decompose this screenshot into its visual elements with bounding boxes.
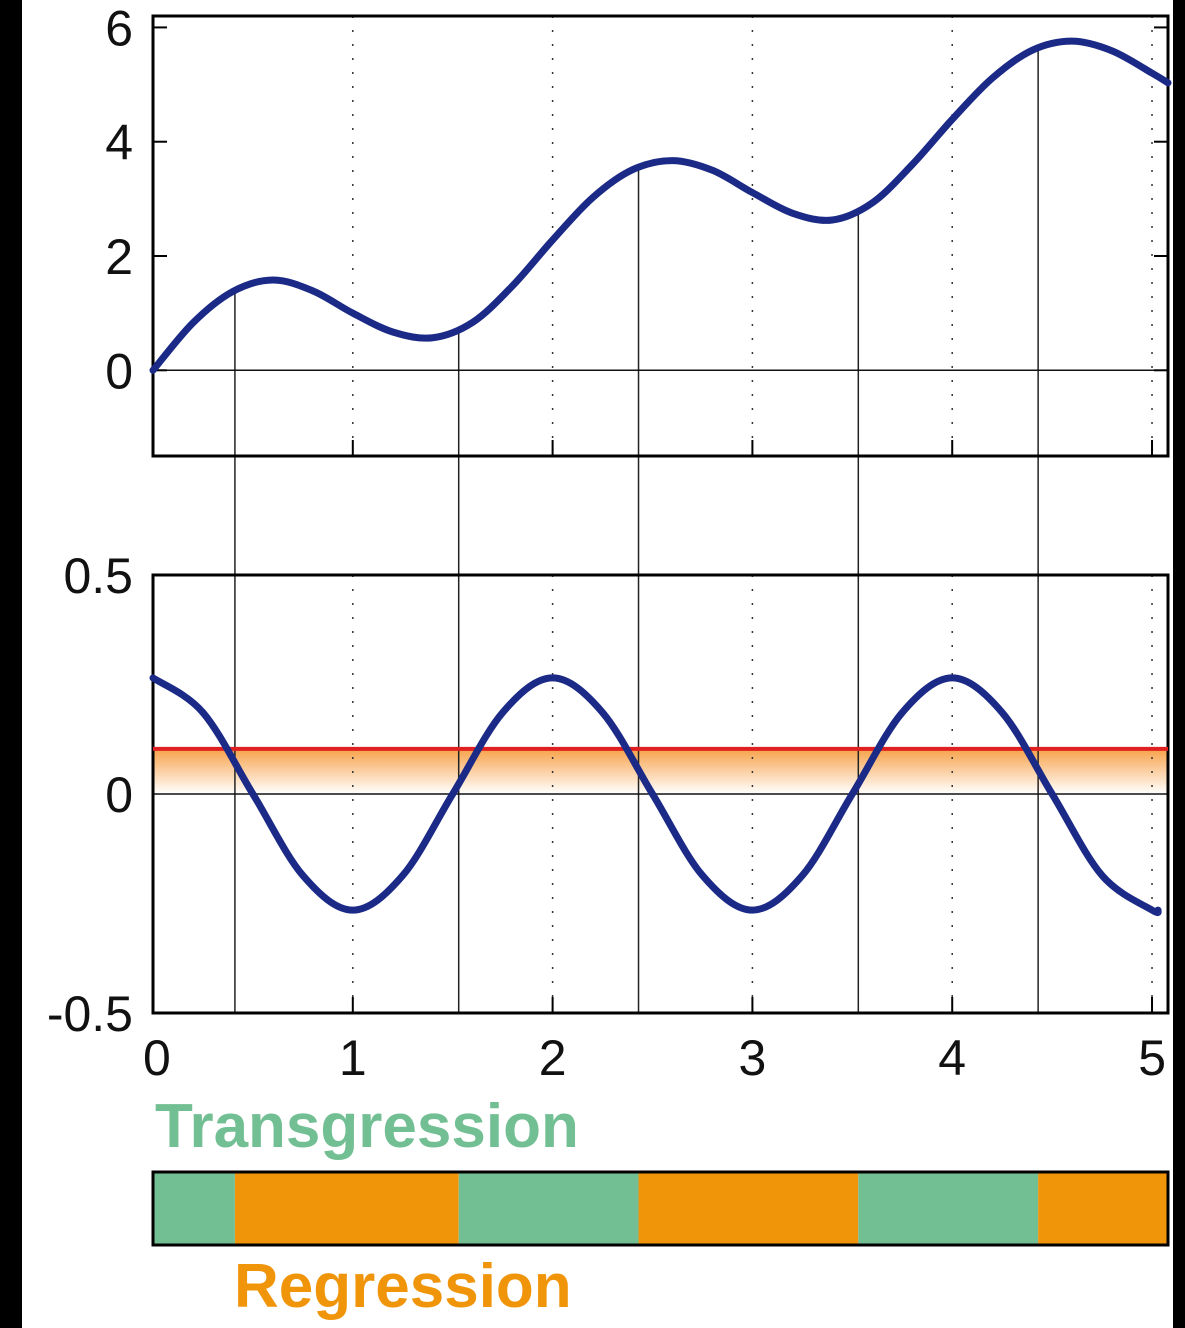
top-plot-frame bbox=[151, 14, 1170, 458]
threshold-band-layer bbox=[153, 748, 1168, 794]
rate-curve bbox=[149, 674, 1162, 917]
x-tick-label: 0 bbox=[143, 1030, 171, 1086]
axes-layer bbox=[151, 14, 1170, 1015]
figure-background bbox=[22, 0, 1173, 1328]
regression-segment bbox=[638, 1172, 859, 1245]
y-tick-label-bottom: 0 bbox=[105, 767, 133, 823]
y-tick-label-top: 0 bbox=[105, 343, 133, 399]
x-tick-label: 2 bbox=[539, 1030, 567, 1086]
y-tick-label-top: 4 bbox=[105, 115, 133, 171]
y-tick-label-bottom: -0.5 bbox=[47, 986, 133, 1042]
regression-segment bbox=[1038, 1172, 1168, 1245]
x-tick-label: 5 bbox=[1138, 1030, 1166, 1086]
y-tick-label-bottom: 0.5 bbox=[63, 548, 133, 604]
regression-segment bbox=[234, 1172, 459, 1245]
series-layer bbox=[149, 37, 1172, 917]
x-tick-label: 4 bbox=[938, 1030, 966, 1086]
transgression-label: Transgression bbox=[155, 1092, 579, 1161]
sea-level-curve bbox=[149, 37, 1172, 374]
y-tick-label-top: 6 bbox=[105, 0, 133, 56]
threshold-band bbox=[153, 748, 1168, 794]
y-tick-label-top: 2 bbox=[105, 229, 133, 285]
transgression-segment bbox=[858, 1172, 1039, 1245]
switch-lines-layer bbox=[234, 48, 1039, 1013]
x-tick-label: 1 bbox=[339, 1030, 367, 1086]
bottom-plot-frame bbox=[151, 573, 1170, 1015]
x-tick-label: 3 bbox=[739, 1030, 767, 1086]
phase-bar-layer bbox=[151, 1170, 1170, 1247]
regression-label: Regression bbox=[234, 1252, 572, 1321]
phase-bar-frame bbox=[151, 1170, 1170, 1247]
transgression-segment bbox=[458, 1172, 639, 1245]
transgression-segment bbox=[153, 1172, 235, 1245]
